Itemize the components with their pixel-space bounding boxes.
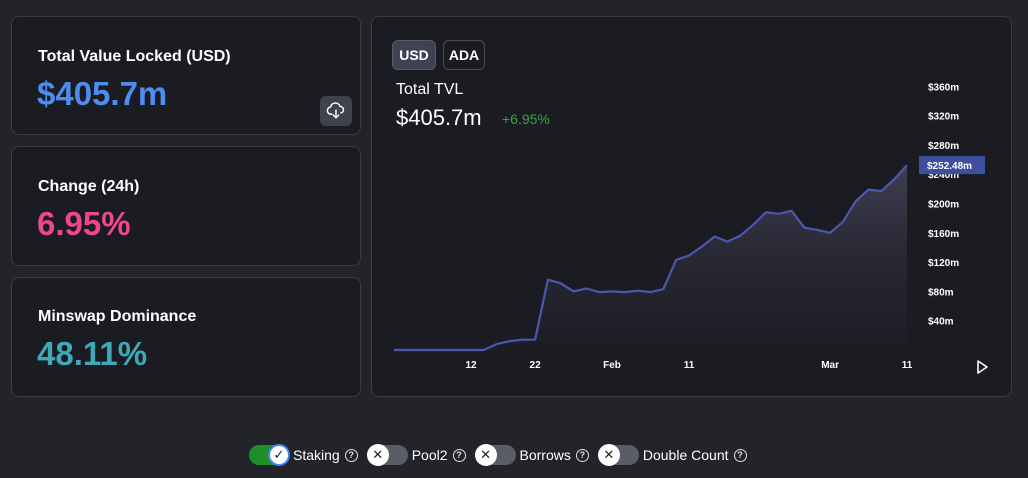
x-tick-label: 22 [530,360,542,371]
x-icon: ✕ [597,444,620,466]
download-button[interactable] [320,96,352,126]
y-tick-label: $240m [928,170,959,181]
dominance-label: Minswap Dominance [38,308,197,325]
tvl-card: Total Value Locked (USD) $405.7m [11,16,361,135]
toggle-double-count[interactable]: ✕ Double Count ? [597,444,747,466]
tvl-label: Total Value Locked (USD) [38,48,231,65]
check-icon: ✓ [268,444,290,466]
x-tick-label: 12 [465,360,477,371]
y-tick-label: $160m [928,229,959,240]
tvl-area-fill [394,165,907,350]
help-icon[interactable]: ? [733,448,747,462]
dominance-card: Minswap Dominance 48.11% [11,277,361,397]
chart-total-value: $405.7m [396,105,482,130]
y-tick-label: $80m [928,287,954,298]
tvl-value: $405.7m [37,75,168,112]
y-tick-label: $360m [928,82,959,93]
toggle-borrows-label: Borrows [519,447,571,463]
toggle-staking[interactable]: ✓ Staking ? [249,444,358,466]
currency-usd-button[interactable]: USD [392,40,436,70]
staking-switch[interactable]: ✓ [249,444,290,466]
x-tick-label: Mar [821,360,839,371]
y-tick-label: $40m [928,317,954,328]
toggle-double-count-label: Double Count [642,447,729,463]
x-tick-label: Feb [603,360,621,371]
tvl-area-chart[interactable]: $40m $80m $120m $160m $200m $240m $280m $320m $3… [372,17,1013,398]
play-icon[interactable] [974,359,990,375]
current-value-badge [919,156,985,175]
toggle-pool2-label: Pool2 [411,447,448,463]
y-tick-label: $200m [928,200,959,211]
toggles-row: ✓ Staking ? ✕ Pool2 ? ✕ Borrows ? ✕ Doub… [249,443,757,467]
current-value-label: $252.48m [927,161,972,172]
cloud-download-icon [326,102,345,119]
x-tick-label: 11 [684,360,695,371]
pool2-switch[interactable]: ✕ [366,444,408,466]
help-icon[interactable]: ? [452,448,466,462]
toggle-staking-label: Staking [293,447,340,463]
change-value: 6.95% [37,205,131,242]
x-tick-label: 11 [902,360,913,371]
x-icon: ✕ [474,444,497,466]
x-icon: ✕ [366,444,389,466]
change-label: Change (24h) [38,178,140,195]
y-tick-label: $280m [928,141,959,152]
double-count-switch[interactable]: ✕ [597,444,639,466]
borrows-switch[interactable]: ✕ [474,444,516,466]
tvl-series-line [394,164,908,352]
y-tick-label: $320m [928,112,959,123]
dominance-value: 48.11% [37,335,148,372]
chart-panel: USD ADA Total TVL $405.7m +6.95% $40m $80… [371,16,1012,397]
currency-ada-button[interactable]: ADA [443,40,485,70]
toggle-borrows[interactable]: ✕ Borrows ? [474,444,589,466]
chart-title: Total TVL [396,81,464,98]
help-icon[interactable]: ? [344,448,358,462]
chart-change: +6.95% [502,111,550,127]
help-icon[interactable]: ? [575,448,589,462]
change-card: Change (24h) 6.95% [11,146,361,266]
y-tick-label: $120m [928,258,959,269]
toggle-pool2[interactable]: ✕ Pool2 ? [366,444,466,466]
